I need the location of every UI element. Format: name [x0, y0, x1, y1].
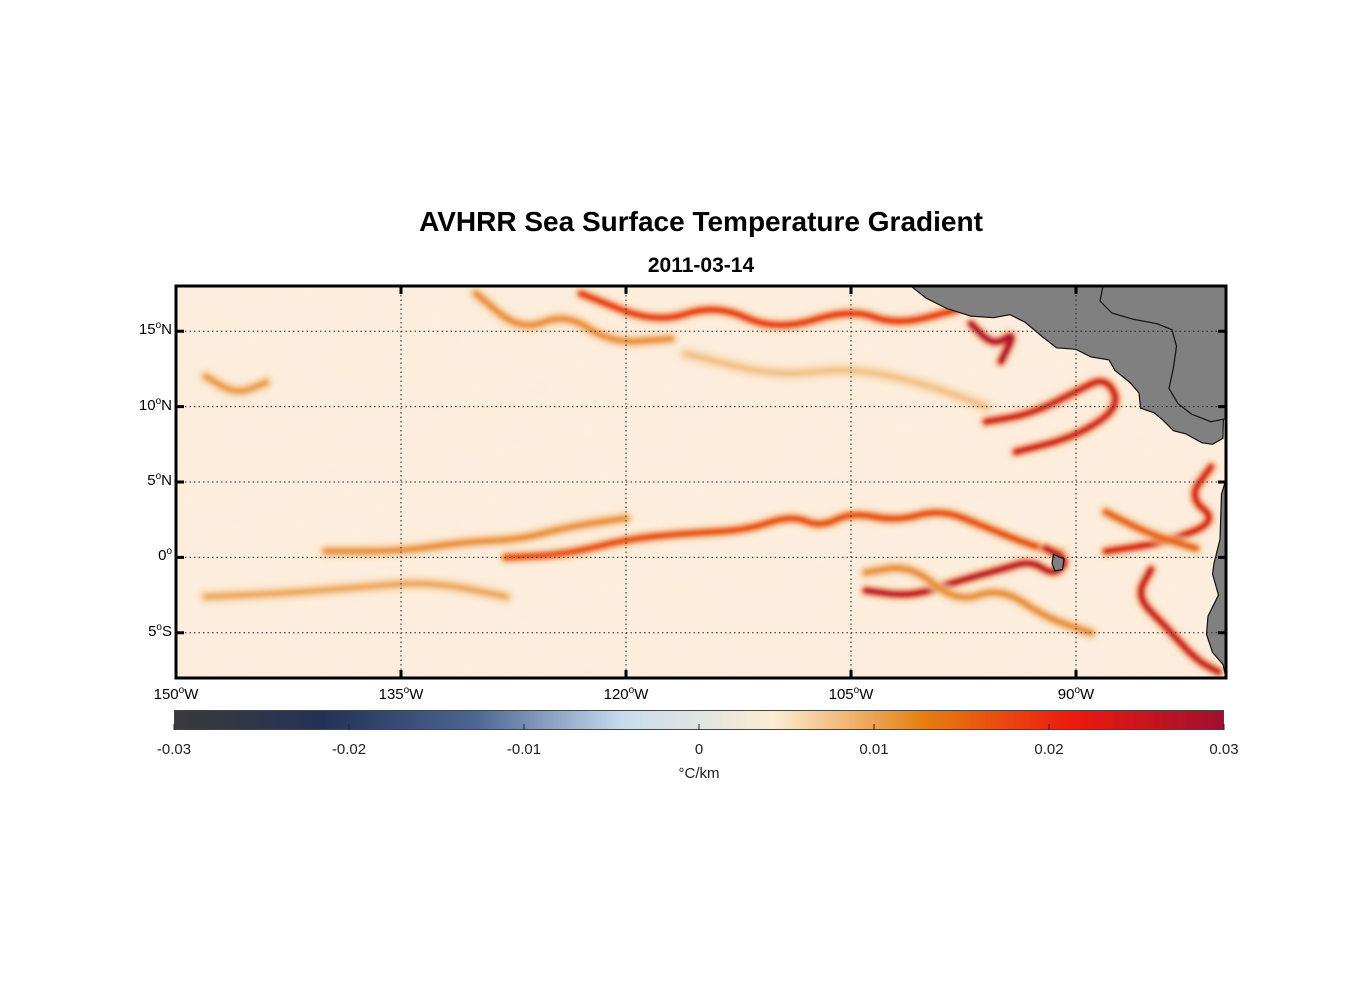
map-subtitle: 2011-03-14 — [647, 254, 755, 277]
lon-tick-label: 135oW — [378, 685, 424, 703]
front-panama-bight-front — [1103, 509, 1199, 551]
northeast-land — [1099, 286, 1226, 423]
central-america-land — [910, 286, 1226, 445]
lat-tick-label: 0o — [158, 546, 172, 565]
south-america-land — [1205, 478, 1226, 678]
colorbar-units: °C/km — [678, 765, 720, 782]
lat-tick-label: 10oN — [138, 395, 172, 414]
front-central-north-front — [683, 351, 989, 410]
landmass — [910, 286, 1226, 678]
colorbar-tick-label: -0.01 — [506, 741, 542, 758]
lon-tick-label: 120oW — [603, 685, 649, 703]
galapagos-island — [1051, 553, 1065, 572]
colorbar-tick-label: 0.01 — [859, 741, 889, 758]
map-title: AVHRR Sea Surface Temperature Gradient — [419, 206, 983, 237]
front-north-front-2 — [473, 291, 674, 344]
colorbar-tick-label: -0.02 — [331, 741, 367, 758]
colorbar-tick-label: 0 — [694, 741, 704, 758]
lat-tick-label: 5oS — [148, 621, 172, 640]
front-central-equatorial-front — [323, 515, 629, 554]
front-gulf-of-tehuantepec — [968, 321, 1014, 364]
colorbar-tick-label: -0.03 — [156, 741, 192, 758]
front-papagayo-jet — [983, 379, 1118, 455]
front-equatorial-front — [503, 510, 1064, 560]
front-southern-eddies — [863, 565, 1094, 636]
gradient-fronts — [198, 286, 1226, 678]
colorbar-tick-label: 0.03 — [1209, 741, 1239, 758]
lat-tick-label: 15oN — [138, 320, 172, 339]
front-north-front-1 — [578, 291, 959, 328]
front-peru-coastal-front — [1138, 566, 1221, 675]
lon-tick-label: 105oW — [828, 685, 874, 703]
axis-ticks — [174, 286, 1226, 678]
front-western-south-front — [203, 581, 509, 600]
front-northwest-eddy — [203, 373, 269, 394]
lon-tick-label: 150oW — [153, 685, 199, 703]
lat-tick-label: 5oN — [147, 471, 172, 489]
colorbar-tick-label: 0.02 — [1034, 741, 1064, 758]
lon-tick-label: 90oW — [1057, 685, 1095, 703]
